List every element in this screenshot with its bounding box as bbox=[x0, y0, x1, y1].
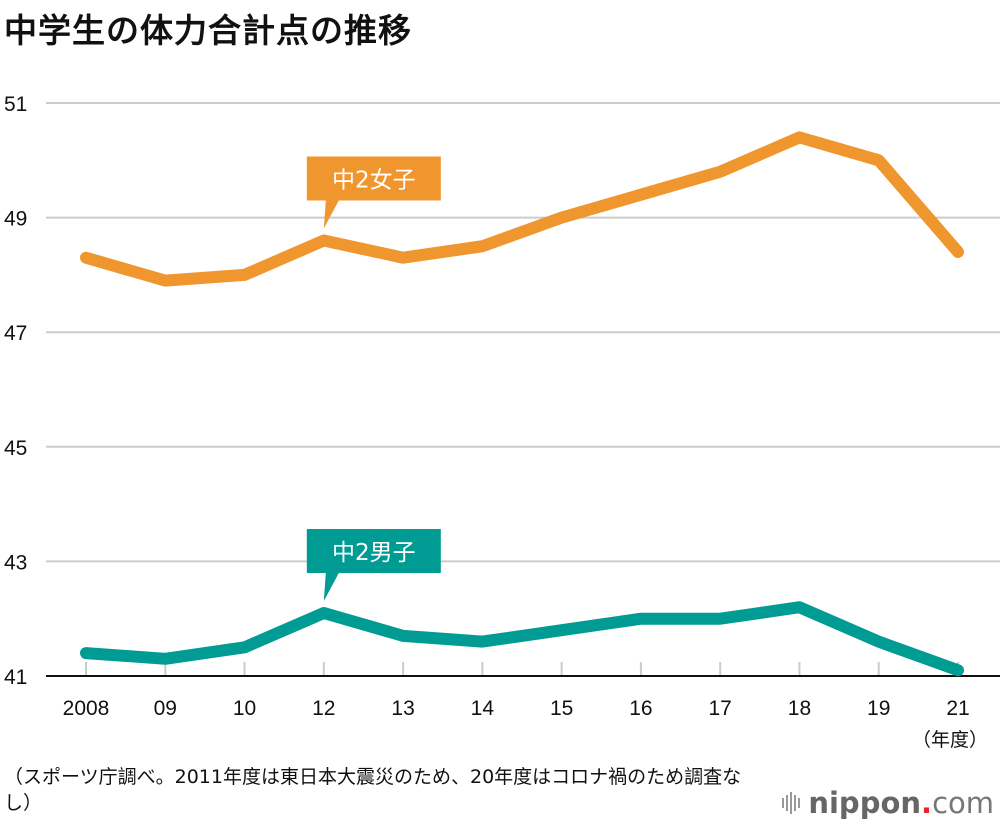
series-callout: 中2女子 bbox=[306, 156, 441, 229]
logo-brand: nippon bbox=[808, 786, 922, 820]
nippon-logo: nippon. com bbox=[782, 786, 994, 820]
x-tick-label: 2008 bbox=[63, 697, 110, 720]
chart-title: 中学生の体力合計点の推移 bbox=[4, 11, 412, 50]
x-tick-label: 16 bbox=[629, 697, 652, 720]
logo-tld: com bbox=[932, 786, 994, 820]
y-axis-ticks: 41 43 45 47 49 51 bbox=[4, 93, 27, 689]
x-tick-label: 15 bbox=[550, 697, 573, 720]
callout-box bbox=[306, 156, 441, 229]
x-tick-label: 21 bbox=[946, 697, 969, 720]
y-tick-label: 41 bbox=[4, 666, 27, 689]
x-tick-label: 09 bbox=[154, 697, 177, 720]
logo-dot: . bbox=[921, 786, 933, 820]
series-callout: 中2男子 bbox=[306, 528, 441, 601]
callout-label: 中2男子 bbox=[332, 540, 416, 566]
y-tick-label: 51 bbox=[4, 93, 27, 116]
x-axis-unit-label: （年度） bbox=[912, 729, 988, 751]
series-lines bbox=[80, 131, 964, 677]
callout-label: 中2女子 bbox=[332, 168, 416, 194]
y-tick-label: 47 bbox=[4, 322, 27, 345]
x-axis: 2008 09 10 12 13 14 15 16 17 18 19 21 bbox=[46, 662, 1000, 720]
x-tick-label: 17 bbox=[709, 697, 732, 720]
y-tick-label: 43 bbox=[4, 551, 27, 574]
series-line-boys bbox=[80, 601, 964, 677]
callout-box bbox=[306, 528, 441, 601]
source-note: （スポーツ庁調べ。2011年度は東日本大震災のため、20年度はコロナ禍のため調査… bbox=[4, 766, 742, 814]
x-tick-label: 14 bbox=[471, 697, 495, 720]
gridlines bbox=[46, 102, 1000, 563]
x-tick-label: 13 bbox=[391, 697, 414, 720]
y-tick-label: 45 bbox=[4, 437, 27, 460]
x-tick-label: 18 bbox=[788, 697, 811, 720]
y-tick-label: 49 bbox=[4, 208, 27, 231]
series-line-girls bbox=[80, 131, 964, 287]
logo-bars-icon bbox=[782, 792, 801, 814]
x-tick-label: 10 bbox=[233, 697, 256, 720]
x-tick-label: 12 bbox=[312, 697, 335, 720]
x-tick-label: 19 bbox=[867, 697, 890, 720]
